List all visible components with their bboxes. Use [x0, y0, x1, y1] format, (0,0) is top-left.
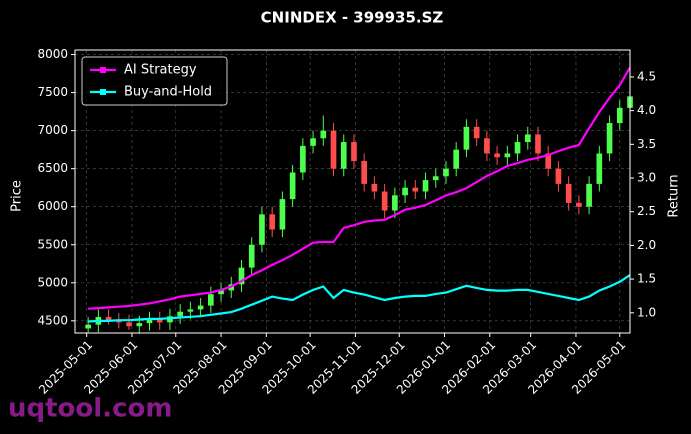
candle-body: [340, 142, 347, 169]
candle-body: [524, 134, 531, 143]
series-line: [88, 66, 631, 310]
candle-body: [105, 317, 112, 321]
candle-body: [259, 214, 265, 245]
candle-body: [248, 244, 255, 268]
y2-tick-label: 1.0: [637, 305, 656, 319]
candle-body: [300, 145, 306, 173]
candle-body: [136, 323, 143, 327]
candle-body: [586, 183, 592, 207]
candle-body: [443, 168, 449, 177]
candle-body: [279, 199, 286, 230]
candle-body: [177, 311, 183, 317]
candle-body: [463, 126, 470, 150]
candle-body: [504, 153, 511, 158]
y-axis-label: Price: [10, 180, 25, 212]
candle-body: [208, 294, 214, 306]
candle-body: [115, 320, 122, 323]
candle-body: [494, 153, 500, 158]
y-tick-label: 6000: [37, 199, 68, 213]
candle-body: [422, 180, 429, 192]
candle-body: [269, 214, 275, 230]
candle-body: [606, 123, 613, 154]
y2-tick-label: 3.5: [637, 137, 656, 151]
candle-body: [187, 309, 194, 312]
y2-tick-label: 4.0: [637, 103, 656, 117]
candle-body: [351, 142, 357, 162]
y-tick-label: 8000: [37, 47, 68, 61]
candle-body: [392, 195, 398, 211]
candle-body: [535, 134, 541, 154]
legend-box: [81, 56, 228, 106]
candle-body: [514, 142, 521, 154]
y2-tick-label: 2.0: [637, 238, 656, 252]
y-tick-label: 7000: [37, 123, 68, 137]
candle-body: [126, 322, 132, 327]
candle-body: [330, 130, 337, 169]
candle-body: [432, 176, 439, 181]
candle-body: [565, 183, 572, 203]
candle-body: [361, 161, 368, 184]
y2-tick-label: 4.5: [637, 69, 656, 83]
plot-frame: [74, 49, 631, 334]
chart-title: CNINDEX - 399935.SZ: [261, 9, 444, 27]
legend-label: Buy-and-Hold: [124, 85, 212, 100]
y-tick-label: 5000: [37, 275, 68, 289]
candle-body: [289, 172, 296, 200]
y-tick-label: 6500: [37, 161, 68, 175]
y2-tick-label: 3.0: [637, 171, 656, 185]
y-tick-label: 4500: [37, 313, 68, 327]
y2-axis-label: Return: [667, 174, 682, 217]
y-tick-label: 5500: [37, 237, 68, 251]
candle-body: [453, 149, 460, 169]
y2-tick-label: 2.5: [637, 204, 656, 218]
y2-tick-label: 1.5: [637, 272, 656, 286]
candle-body: [218, 290, 224, 295]
watermark: uqtool.com: [8, 394, 172, 424]
candle-body: [402, 187, 408, 196]
candle-body: [412, 187, 419, 192]
candle-body: [167, 316, 173, 323]
candle-body: [371, 183, 378, 192]
candle-body: [156, 319, 163, 323]
legend-marker: [100, 89, 106, 95]
candle-body: [197, 305, 204, 310]
candle-body: [146, 319, 153, 324]
candle-body: [320, 130, 327, 139]
candle-body: [484, 138, 490, 154]
candle-body: [596, 153, 603, 184]
candle-body: [238, 267, 245, 285]
candle-body: [555, 168, 562, 184]
series-line: [88, 274, 631, 323]
candle-body: [310, 138, 316, 146]
candle-body: [576, 202, 582, 207]
legend-marker: [100, 67, 106, 73]
candle-body: [616, 107, 623, 124]
y-tick-label: 7500: [37, 85, 68, 99]
candle-body: [473, 126, 480, 139]
legend-label: AI Strategy: [124, 63, 197, 78]
candle-body: [85, 324, 91, 329]
candle-body: [545, 153, 552, 169]
candle-body: [381, 191, 388, 211]
